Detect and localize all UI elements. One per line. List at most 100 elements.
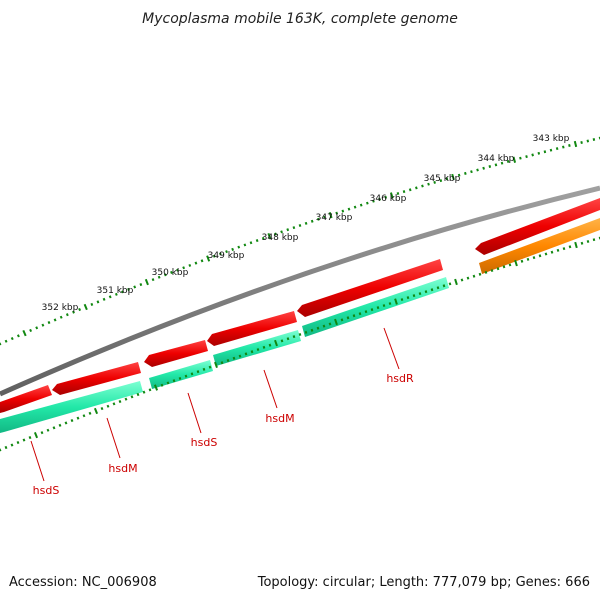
minor-tick <box>16 441 20 445</box>
minor-tick <box>194 261 198 265</box>
minor-tick <box>166 381 170 385</box>
minor-tick <box>304 221 308 225</box>
minor-tick <box>163 273 167 277</box>
minor-tick <box>364 310 368 314</box>
minor-tick <box>262 345 266 349</box>
gene-arrow <box>213 330 301 366</box>
minor-tick <box>494 163 498 167</box>
minor-tick <box>176 268 179 272</box>
minor-tick <box>232 356 236 360</box>
minor-tick <box>376 306 380 310</box>
minor-tick <box>133 285 137 289</box>
major-tick <box>573 140 578 148</box>
minor-tick <box>580 141 583 144</box>
minor-tick <box>543 150 547 154</box>
leader-line <box>263 369 278 409</box>
minor-tick <box>384 195 388 199</box>
minor-tick <box>114 292 118 296</box>
outer-tick-ring <box>0 136 600 346</box>
minor-tick <box>500 161 504 165</box>
minor-tick <box>151 278 155 282</box>
minor-tick <box>16 334 20 338</box>
gene-arrow <box>0 381 143 433</box>
minor-tick <box>520 259 524 263</box>
major-tick <box>153 384 159 391</box>
minor-tick <box>53 318 57 322</box>
kbp-label: 343 kbp <box>533 134 570 144</box>
gene-label-hsds-2: hsdS <box>33 484 60 497</box>
minor-tick <box>35 326 39 330</box>
minor-tick <box>70 419 74 423</box>
leader-line <box>30 440 45 482</box>
major-tick <box>144 278 149 286</box>
minor-tick <box>10 336 14 341</box>
minor-tick <box>470 170 473 174</box>
minor-tick <box>457 173 461 177</box>
genome-backbone <box>0 185 600 397</box>
minor-tick <box>445 177 449 181</box>
minor-tick <box>424 290 428 294</box>
major-tick <box>328 211 333 219</box>
gene-arrow <box>0 385 52 413</box>
minor-tick <box>464 171 467 175</box>
minor-tick <box>592 238 596 242</box>
major-tick <box>514 259 518 267</box>
kbp-label: 346 kbp <box>370 194 407 204</box>
minor-tick <box>421 184 424 188</box>
minor-tick <box>190 372 194 376</box>
minor-tick <box>550 250 554 254</box>
minor-tick <box>286 337 290 341</box>
minor-tick <box>555 147 559 151</box>
minor-tick <box>28 436 32 440</box>
minor-tick <box>562 247 566 251</box>
gene-arrow <box>52 362 141 395</box>
gene-label-hsdr: hsdR <box>386 372 414 385</box>
minor-tick <box>526 257 530 261</box>
minor-tick <box>268 343 272 347</box>
minor-tick <box>418 292 422 296</box>
minor-tick <box>58 423 62 427</box>
minor-tick <box>358 312 362 316</box>
minor-tick <box>184 374 188 378</box>
minor-tick <box>108 295 112 299</box>
minor-tick <box>249 241 253 245</box>
minor-tick <box>532 256 536 260</box>
minor-tick <box>52 426 56 430</box>
minor-tick <box>130 395 134 399</box>
inner-tick-ring <box>0 236 600 452</box>
minor-tick <box>322 324 326 328</box>
minor-tick <box>22 438 26 442</box>
minor-tick <box>237 245 241 249</box>
minor-tick <box>406 296 410 300</box>
minor-tick <box>508 263 512 267</box>
gene-label-hsdm-2: hsdM <box>108 462 137 475</box>
minor-tick <box>182 266 186 270</box>
minor-tick <box>172 379 176 383</box>
minor-tick <box>127 287 130 291</box>
minor-tick <box>10 443 14 447</box>
kbp-label: 348 kbp <box>262 233 299 243</box>
accession-text: Accession: NC_006908 <box>9 575 157 590</box>
minor-tick <box>353 205 357 209</box>
minor-tick <box>592 138 596 141</box>
minor-tick <box>65 313 69 317</box>
minor-tick <box>433 180 436 184</box>
minor-tick <box>88 411 92 415</box>
minor-tick <box>41 323 45 327</box>
kbp-label: 347 kbp <box>316 213 353 223</box>
minor-tick <box>112 402 116 406</box>
minor-tick <box>502 265 506 269</box>
minor-tick <box>100 407 104 411</box>
minor-tick <box>200 259 204 263</box>
minor-tick <box>160 383 164 387</box>
genome-summary-text: Topology: circular; Length: 777,079 bp; … <box>257 575 590 590</box>
major-tick <box>512 156 517 163</box>
minor-tick <box>0 448 2 452</box>
minor-tick <box>136 392 140 397</box>
kbp-label: 345 kbp <box>424 174 461 184</box>
minor-tick <box>347 207 351 211</box>
minor-tick <box>243 243 247 247</box>
minor-tick <box>280 230 283 234</box>
minor-tick <box>316 326 320 330</box>
